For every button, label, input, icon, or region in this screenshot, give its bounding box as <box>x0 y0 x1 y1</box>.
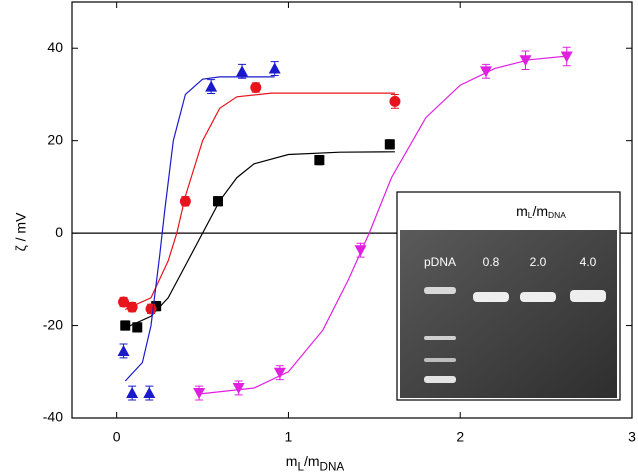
label-part: DNA <box>548 210 566 220</box>
marker <box>132 322 143 333</box>
gel-band <box>520 292 556 302</box>
axis-label: mL/mDNA <box>286 453 345 474</box>
marker <box>143 387 156 399</box>
label-part: L <box>297 460 304 473</box>
gel-band <box>424 358 456 362</box>
marker <box>384 139 395 150</box>
gel-band <box>570 290 606 302</box>
fit-line <box>125 151 395 329</box>
label-part: DNA <box>320 460 345 473</box>
marker <box>193 388 206 400</box>
marker <box>117 344 130 356</box>
marker <box>126 387 139 399</box>
marker <box>273 367 286 379</box>
marker <box>232 382 245 394</box>
gel-image <box>400 230 617 398</box>
marker <box>389 95 401 107</box>
marker <box>120 320 131 331</box>
marker <box>205 80 218 92</box>
marker <box>179 195 191 207</box>
marker <box>519 55 532 67</box>
label-part: m <box>286 453 298 469</box>
marker <box>250 82 262 94</box>
label-part: m <box>516 203 528 219</box>
axis-label: mL/mDNA <box>516 203 566 220</box>
x-tick-label: 0 <box>113 429 121 445</box>
x-tick-label: 3 <box>628 429 636 445</box>
marker <box>314 155 325 166</box>
marker <box>354 245 367 257</box>
fit-line <box>124 76 275 382</box>
marker <box>479 66 492 78</box>
marker <box>213 196 224 207</box>
y-tick-label: -20 <box>43 316 63 332</box>
lane-label: 2.0 <box>530 255 547 269</box>
x-tick-label: 2 <box>456 429 464 445</box>
label-part: L <box>528 210 533 220</box>
gel-band <box>424 336 456 340</box>
lane-label: pDNA <box>424 255 456 269</box>
lane-label: 4.0 <box>580 255 597 269</box>
gel-band <box>473 292 509 302</box>
marker <box>560 51 573 63</box>
fit-line <box>125 92 395 310</box>
y-tick-label: 40 <box>47 39 63 55</box>
gel-band <box>424 376 456 383</box>
marker <box>145 303 157 315</box>
marker <box>236 65 249 77</box>
label-part: /m <box>304 453 320 469</box>
inset: mL/mDNA pDNA 0.8 2.0 4.0 <box>396 191 621 401</box>
marker <box>151 301 162 312</box>
gel-band <box>424 287 456 294</box>
marker <box>126 301 138 313</box>
marker <box>268 62 281 74</box>
y-tick-label: -40 <box>43 409 63 425</box>
y-tick-label: 0 <box>55 224 63 240</box>
x-tick-label: 1 <box>285 429 293 445</box>
fit-line <box>199 55 567 395</box>
y-tick-label: 20 <box>47 131 63 147</box>
marker <box>118 296 130 308</box>
label-part: /m <box>532 203 548 219</box>
y-axis-label: ζ / mV <box>13 212 29 252</box>
plot-frame <box>71 1 633 419</box>
lane-label: 0.8 <box>483 255 500 269</box>
